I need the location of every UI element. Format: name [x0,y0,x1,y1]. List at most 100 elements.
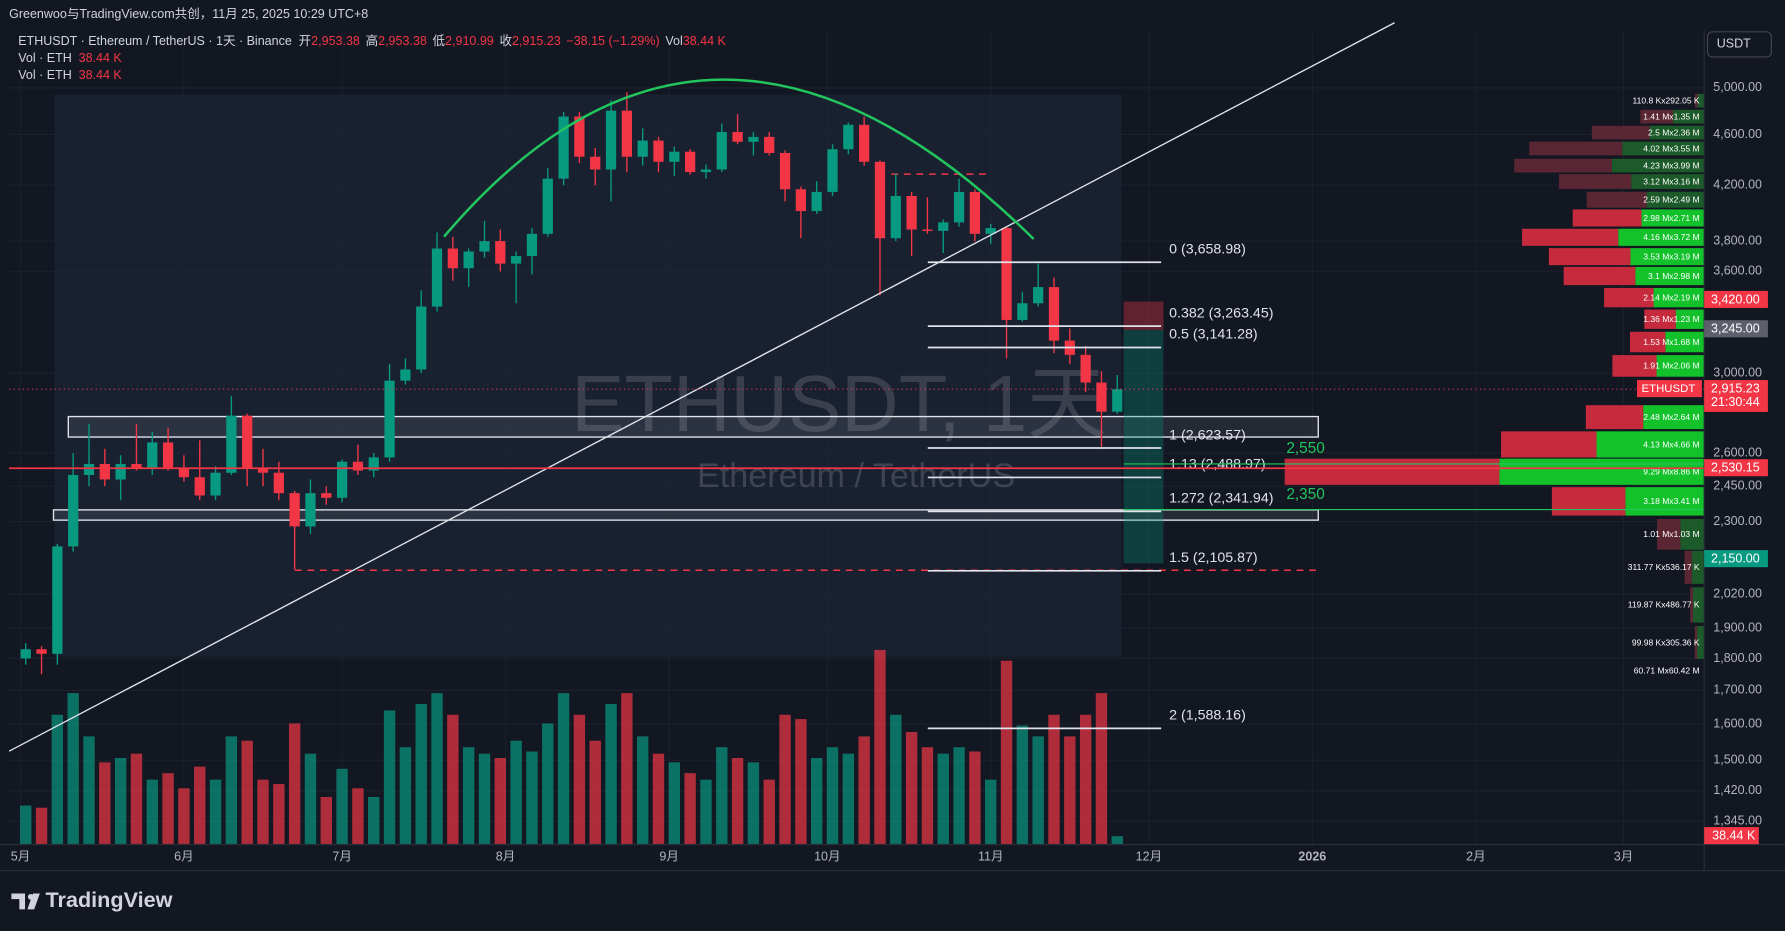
price-tag-label: 3,245.00 [1711,322,1760,336]
profile-up [1680,518,1705,550]
volume-bar [953,747,965,845]
y-tick-label: 3,600.00 [1713,264,1762,278]
indicator-value: 38.44 K [79,51,123,65]
price-tag [1704,550,1768,568]
candle-body [716,132,727,170]
profile-up [1618,228,1705,246]
profile-down [1694,625,1698,659]
footer-logo[interactable]: TradingView [11,887,173,912]
volume-bar [194,766,206,845]
candle-body [953,191,965,223]
candle-body [305,493,316,527]
profile-up [1649,125,1705,140]
volume-bar [146,779,158,845]
logo-icon[interactable] [27,894,34,900]
profile-down [1514,158,1612,173]
profile-up [1622,141,1705,156]
candle-body [147,442,158,469]
profile-down [1284,458,1500,485]
logo-text[interactable]: TradingView [46,887,173,912]
currency-label[interactable]: USDT [1717,37,1751,51]
currency-button[interactable] [1707,31,1772,58]
legend-volume-name: Vol [665,34,682,48]
profile-label: 311.77 Kx536.17 K [1628,562,1700,572]
profile-down [1501,431,1597,458]
volume-bar [905,732,918,845]
candle-body [906,195,917,230]
volume-bar [431,693,443,845]
axes: 5,000.00 4,600.00 4,200.00 3,800.00 3,600.00… [11,80,1768,863]
profile-up [1692,587,1705,623]
volume-bar [858,736,870,845]
candle-body [764,136,775,153]
y-tick-label: 3,800.00 [1713,233,1762,247]
volume-bar [652,753,665,845]
volume-bar [320,796,332,845]
candle-body [273,472,284,494]
legend-field-name: 低 [433,34,446,48]
overlays: 0 (3,658.98) 0.382 (3,263.45) 0.5 (3,141.2… [9,241,1705,730]
profile-up [1631,174,1705,189]
profile-label: 4.16 Mx3.72 M [1643,232,1699,242]
profile-up [1499,458,1705,485]
profile-label: 110.8 Kx292.05 K [1633,96,1700,106]
profile-label: 2.5 Mx2.36 M [1648,127,1700,137]
candle-body [68,474,79,547]
candle-body [115,463,126,480]
fib-label: 1.272 (2,341.94) [1169,491,1273,507]
fib-label: 0.382 (3,263.45) [1169,305,1273,321]
candle-body [210,472,221,496]
y-tick-label: 2,600.00 [1713,445,1762,459]
candle-body [257,468,269,473]
candle-body [542,178,553,234]
profile-label: 4.02 Mx3.55 M [1643,143,1699,153]
profile-down [1522,228,1619,246]
candle-body [83,463,95,475]
level-label: 2,350 [1286,486,1324,503]
candle-body [843,124,854,150]
profile-label: 9.29 Mx8.86 M [1643,467,1699,477]
x-tick-label: 7月 [332,849,351,863]
candle-body [178,468,190,478]
legend-field-name: 高 [366,33,379,48]
candle-body [289,493,300,527]
profile-up [1625,487,1705,516]
profile-down [1548,248,1631,266]
y-tick-label: 1,345.00 [1713,813,1762,827]
candle-body [574,116,585,157]
volume-bar [478,753,491,845]
legend-field-name: 收 [499,34,512,48]
volume-bar [605,703,617,845]
candle-body [922,229,933,231]
legend-line: ETHUSDT · Ethereum / TetherUS · 1天 · Bin… [18,33,726,48]
volume-bar [779,714,791,845]
volume-bar [447,714,459,845]
y-tick-label: 2,450.00 [1713,479,1762,493]
legend-symbol: ETHUSDT · Ethereum / TetherUS · 1天 · Bin… [18,34,292,48]
profile-up [1630,248,1705,266]
profile-up [1611,158,1705,173]
candle-body [511,256,522,264]
profile-label: 3.18 Mx3.41 M [1643,496,1699,506]
y-tick-label: 5,000.00 [1713,80,1762,94]
price-tag-label: 2,915.23 [1711,381,1760,395]
candle-body [621,110,632,157]
profile-down [1604,287,1654,308]
candle-body [779,152,791,190]
volume-bar [494,758,506,845]
volume-bar [1095,693,1108,845]
profile-up [1656,355,1705,377]
volume-bar [20,805,32,845]
candle-body [827,149,838,192]
candle-body [1080,354,1091,383]
fib-label: 0 (3,658.98) [1169,241,1246,257]
candle-body [748,136,759,142]
x-tick-label: 5月 [11,849,30,863]
volume-bar [700,779,712,845]
volume-bar [352,788,364,845]
volume-bar [621,693,633,845]
candle-body [1096,382,1107,412]
candle-body [52,546,63,654]
y-tick-label: 3,000.00 [1713,365,1762,379]
profile-down [1657,518,1681,550]
